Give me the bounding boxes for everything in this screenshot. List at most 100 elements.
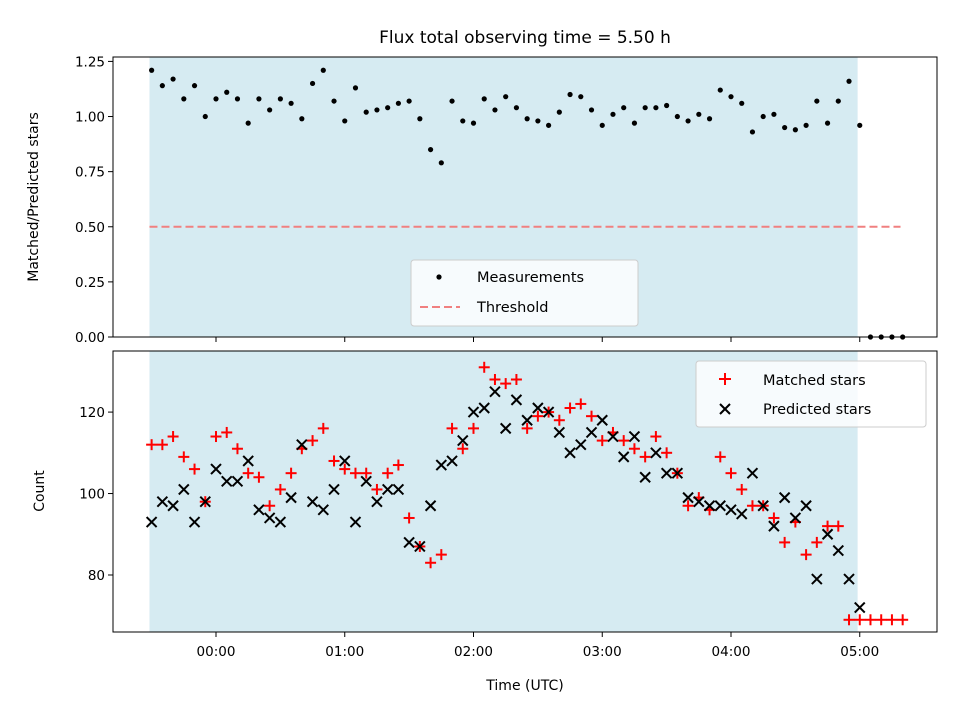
x-axis-label: Time (UTC) bbox=[485, 678, 563, 694]
matched-star-point bbox=[575, 398, 587, 410]
predicted-star-point bbox=[242, 455, 254, 467]
predicted-star-point bbox=[521, 414, 533, 426]
legend-threshold-label: Threshold bbox=[476, 300, 548, 316]
predicted-star-point bbox=[285, 491, 297, 504]
measurement-point bbox=[706, 116, 713, 122]
measurement-point bbox=[503, 94, 509, 100]
matched-star-point bbox=[811, 536, 823, 548]
matched-star-point bbox=[285, 467, 297, 479]
matched-star-point bbox=[779, 536, 791, 548]
measurement-point bbox=[149, 67, 155, 73]
measurement-point bbox=[546, 122, 552, 128]
matched-star-point bbox=[714, 451, 726, 463]
matched-star-point bbox=[639, 451, 651, 463]
matched-star-point bbox=[596, 435, 608, 447]
predicted-star-point bbox=[199, 495, 211, 508]
predicted-star-point bbox=[371, 495, 383, 508]
bottom-legend-box bbox=[695, 360, 927, 428]
measurement-point bbox=[653, 105, 659, 111]
matched-star-point bbox=[446, 422, 458, 434]
predicted-star-point bbox=[274, 516, 287, 528]
matched-star-point bbox=[768, 512, 780, 524]
predicted-star-point bbox=[757, 500, 769, 512]
measurement-point bbox=[470, 120, 477, 126]
predicted-star-point bbox=[167, 500, 179, 512]
matched-star-point bbox=[564, 402, 576, 414]
measurement-point bbox=[803, 122, 809, 128]
measurement-point bbox=[159, 83, 165, 89]
matched-star-point bbox=[532, 410, 544, 422]
chart-title: Flux total observing time = 5.50 h bbox=[379, 28, 671, 48]
matched-star-point bbox=[854, 614, 866, 626]
matched-star-point bbox=[832, 520, 844, 532]
predicted-star-point bbox=[843, 573, 855, 585]
predicted-star-point bbox=[607, 430, 619, 443]
measurement-point bbox=[427, 146, 434, 153]
matched-star-point bbox=[339, 463, 351, 475]
measurement-point bbox=[696, 111, 702, 117]
measurement-point bbox=[288, 100, 294, 106]
matched-star-point bbox=[146, 439, 158, 451]
measurement-point bbox=[299, 116, 305, 122]
matched-star-point bbox=[489, 374, 501, 386]
y-tick-label: 80 bbox=[88, 568, 105, 584]
top-legend: Measurements Threshold bbox=[410, 259, 639, 327]
predicted-star-point bbox=[628, 430, 641, 443]
matched-star-point bbox=[425, 557, 437, 569]
measurement-point bbox=[309, 80, 316, 87]
measurement-point bbox=[642, 105, 648, 111]
matched-star-point bbox=[800, 549, 812, 561]
measurement-point bbox=[492, 107, 498, 113]
matched-star-point bbox=[618, 435, 630, 447]
measurement-point bbox=[814, 98, 820, 104]
matched-star-point bbox=[382, 467, 394, 479]
matched-star-point bbox=[360, 467, 372, 479]
predicted-star-point bbox=[725, 504, 737, 516]
predicted-star-point bbox=[832, 544, 844, 557]
predicted-star-point bbox=[306, 495, 319, 508]
predicted-star-point bbox=[682, 491, 694, 504]
matched-star-point bbox=[510, 374, 522, 386]
matched-star-point bbox=[253, 471, 265, 483]
predicted-star-point bbox=[596, 414, 608, 426]
measurement-point bbox=[202, 113, 208, 120]
predicted-star-point bbox=[317, 504, 329, 516]
matched-star-point bbox=[156, 439, 168, 451]
x-tick-label: 00:00 bbox=[197, 644, 236, 660]
predicted-star-point bbox=[746, 467, 759, 479]
measurement-point bbox=[224, 89, 230, 95]
measurement-point bbox=[449, 98, 455, 104]
measurement-point bbox=[835, 98, 841, 104]
predicted-star-point bbox=[328, 483, 340, 496]
measurement-point bbox=[374, 107, 380, 113]
x-tick-label: 01:00 bbox=[325, 644, 364, 660]
top-panel: 0.00 0.25 0.50 0.75 1.00 1.25 Flux total obse… bbox=[26, 28, 938, 346]
predicted-star-point bbox=[714, 500, 726, 512]
measurement-point bbox=[256, 96, 262, 102]
bottom-legend: Matched stars Predicted stars bbox=[695, 360, 927, 428]
measurement-point bbox=[406, 98, 412, 104]
matched-star-point bbox=[661, 447, 673, 459]
x-tick-label: 05:00 bbox=[840, 644, 879, 660]
matched-star-point bbox=[682, 500, 694, 512]
predicted-star-point bbox=[478, 402, 490, 414]
predicted-star-point bbox=[736, 508, 748, 520]
predicted-star-point bbox=[542, 406, 555, 418]
matched-star-point bbox=[178, 451, 190, 463]
matched-star-point bbox=[435, 549, 447, 561]
predicted-star-point bbox=[381, 483, 394, 496]
matched-star-point bbox=[736, 483, 748, 495]
measurement-point bbox=[717, 87, 723, 93]
predicted-star-point bbox=[650, 447, 662, 459]
predicted-star-point bbox=[188, 516, 201, 528]
predicted-star-point bbox=[210, 463, 222, 475]
measurement-point bbox=[481, 96, 487, 102]
measurement-point bbox=[181, 96, 187, 102]
predicted-star-point bbox=[253, 504, 265, 516]
predicted-star-point bbox=[499, 422, 512, 435]
predicted-star-point bbox=[532, 402, 544, 414]
predicted-star-point bbox=[768, 520, 780, 532]
matched-star-point bbox=[274, 483, 286, 495]
legend-matched-marker bbox=[719, 373, 731, 385]
predicted-star-point bbox=[221, 475, 233, 488]
